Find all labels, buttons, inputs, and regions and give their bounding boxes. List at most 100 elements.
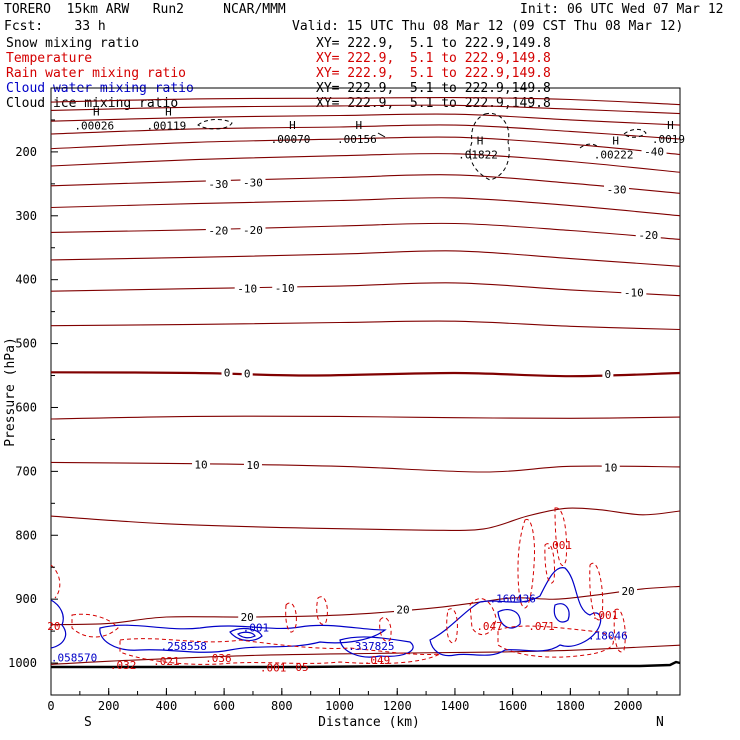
isotherm-label: -30 (208, 178, 228, 191)
isotherm--30 (50, 174, 681, 194)
contour-label-layer: -40-30 -30-30-20 -20 -20-10 -10 -100 0 010 10 102… (47, 106, 685, 675)
rain-contour (613, 608, 626, 653)
isotherm-label: -20 (638, 229, 658, 242)
cloud-water-contour (339, 636, 414, 658)
init-time: Init: 06 UTC Wed 07 Mar 12 (520, 2, 724, 17)
rain-water-layer (50, 507, 626, 665)
isotherm--10 (50, 282, 681, 297)
x-tick-label: 1000 (325, 699, 354, 713)
isotherm-label-bg (241, 367, 253, 380)
x-tick-label: 1600 (498, 699, 527, 713)
rain-contour (589, 562, 604, 621)
isotherm-label: 10 (604, 462, 617, 475)
isotherm-15 (50, 507, 681, 531)
legend-xy-temperature: XY= 222.9, 5.1 to 222.9,149.8 (316, 51, 551, 66)
snow-contour (377, 132, 386, 138)
snow-max-value: .00156 (337, 133, 377, 146)
snow-contour (579, 143, 599, 149)
rain-value: .001 (592, 609, 619, 622)
y-tick-label: 200 (15, 145, 37, 159)
rain-contour (497, 625, 614, 658)
snow-max-marker: H (612, 134, 619, 147)
rain-value: .036 (205, 652, 232, 665)
isotherm--40 (50, 136, 681, 156)
isotherm-label-bg (205, 224, 231, 237)
cloud-water-contour (497, 609, 521, 629)
isotherm--20 (50, 222, 681, 240)
isotherm--15 (50, 250, 681, 267)
snow-contour-layer (197, 112, 647, 181)
rain-value: .032 (110, 659, 137, 672)
isotherm-25 (50, 644, 681, 665)
valid-time: Valid: 15 UTC Thu 08 Mar 12 (09 CST Thu … (292, 19, 684, 34)
y-tick-label: 700 (15, 464, 37, 478)
legend-label-temperature: Temperature (6, 51, 93, 66)
rain-contour (544, 543, 555, 584)
isotherm-label: -20 (243, 224, 263, 237)
isotherm-label-bg (221, 366, 233, 379)
rain-value: .047 (476, 620, 503, 633)
rain-contour (71, 613, 119, 638)
y-tick-label: 500 (15, 337, 37, 351)
isotherm--50 (50, 113, 681, 126)
terrain-layer (51, 660, 681, 669)
y-tick-label: 400 (15, 273, 37, 287)
isotherm-label-bg (205, 177, 231, 190)
isotherm-label-bg (234, 282, 260, 295)
y-tick-label: 600 (15, 400, 37, 414)
rain-value: 20 (47, 620, 60, 633)
x-endpoint-north: N (656, 715, 664, 730)
isotherm-label: 20 (621, 585, 634, 598)
surface-line (51, 660, 681, 669)
x-tick-label: 200 (98, 699, 120, 713)
legend-xy-snow: XY= 222.9, 5.1 to 222.9,149.8 (316, 36, 551, 51)
rain-contour (316, 596, 328, 625)
cloud-water-contour (429, 567, 602, 657)
isotherm-layer (50, 97, 681, 665)
isotherm-label-bg (604, 183, 630, 196)
isotherm--60 (50, 97, 681, 106)
isotherm-label: -10 (237, 283, 257, 296)
rain-contour (285, 602, 297, 633)
isotherm-label: -40 (644, 145, 664, 158)
forecast-hour: Fcst: 33 h (4, 19, 106, 34)
isotherm--5 (50, 320, 681, 331)
plot-frame (50, 87, 681, 696)
cloud-water-value: .058570 (51, 651, 97, 664)
rain-value: 05 (295, 661, 308, 674)
snow-contour (197, 119, 233, 130)
snow-contour (623, 128, 647, 138)
isotherm-20 (50, 585, 681, 626)
snow-contour (469, 112, 510, 181)
isotherm-label-bg (238, 611, 257, 624)
isotherm--25 (50, 197, 681, 217)
rain-value: .071 (528, 620, 555, 633)
isotherm-label: -10 (275, 282, 295, 295)
isotherm--45 (50, 124, 681, 140)
legend-label-snow: Snow mixing ratio (6, 36, 140, 51)
snow-max-value: .00222 (594, 148, 634, 161)
isotherm-label: 0 (244, 368, 251, 381)
axes-layer: 0 200 400 600 800 1000 1200 1400 1600 1800 2000200… (8, 119, 658, 713)
isotherm-5 (50, 415, 681, 420)
rain-contour (379, 617, 392, 642)
snow-max-marker: H (356, 119, 363, 132)
isotherm-label-bg (641, 145, 667, 158)
y-tick-label: 800 (15, 528, 37, 542)
x-tick-label: 800 (271, 699, 293, 713)
isotherm-label: 10 (246, 459, 259, 472)
snow-max-value: .00026 (74, 120, 114, 133)
x-tick-label: 1800 (556, 699, 585, 713)
cloud-water-contour (229, 627, 263, 642)
snow-max-marker: H (289, 119, 296, 132)
isotherm-label-bg (394, 603, 413, 616)
isotherm-label: 0 (605, 368, 612, 381)
rain-contour (554, 507, 568, 566)
y-tick-label: 900 (15, 592, 37, 606)
cloud-water-contour (553, 603, 570, 623)
snow-max-value: .00119 (147, 120, 187, 133)
snow-max-marker: H (93, 106, 100, 119)
cloud-water-value: .258558 (161, 640, 207, 653)
isotherm-label: -30 (243, 177, 263, 190)
cloud-water-contour (50, 599, 67, 649)
